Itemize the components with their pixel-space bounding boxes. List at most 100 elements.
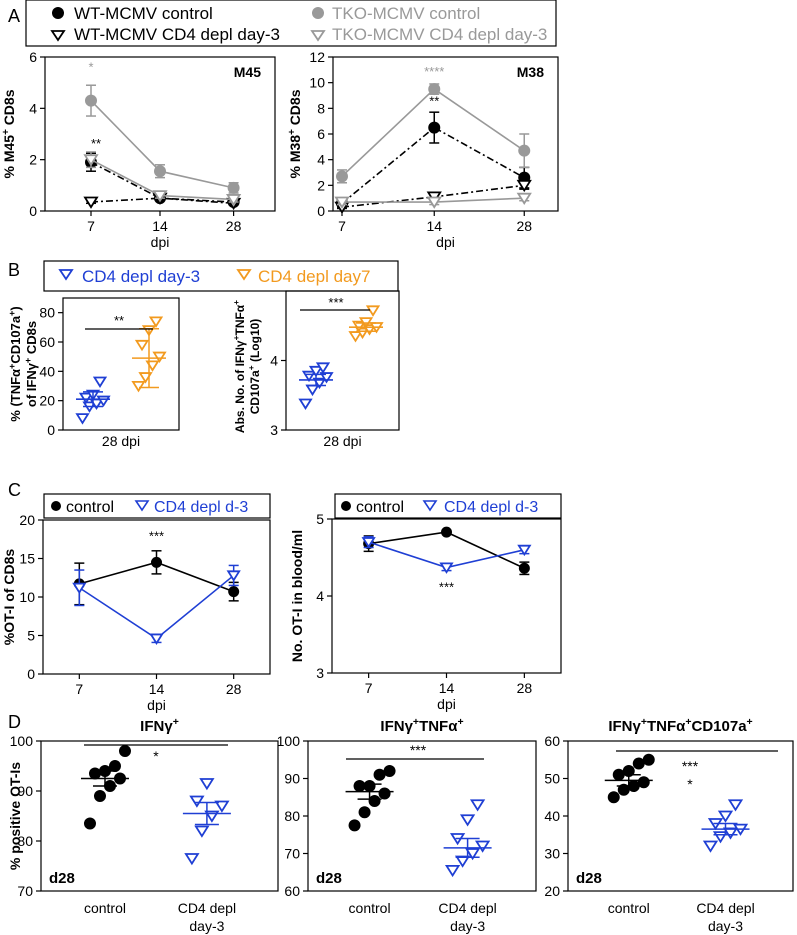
data-point bbox=[83, 817, 96, 830]
legend-a-box bbox=[25, 0, 557, 47]
x-tick-label: 14 bbox=[439, 680, 455, 696]
data-point bbox=[305, 384, 320, 397]
legend-c-right-label-control: control bbox=[356, 499, 404, 516]
chart-B1: 0 20 40 60 80 ** 28 dpi % (TNFα+CD107a+)of IFNγ… bbox=[7, 297, 180, 449]
data-point bbox=[152, 190, 168, 203]
y-axis-label: % M45+ CD8s bbox=[1, 89, 18, 178]
data-point bbox=[131, 380, 146, 393]
legend-c-right: control CD4 depl d-3 bbox=[334, 493, 562, 519]
x-axis-label: dpi bbox=[436, 234, 455, 250]
A1-ytick-label: 4 bbox=[29, 100, 37, 116]
panel-label-b: B bbox=[8, 260, 20, 280]
data-point bbox=[368, 795, 381, 807]
data-point bbox=[428, 121, 441, 134]
C1-ytick-label: 5 bbox=[27, 628, 35, 644]
A1-ytick-label: 0 bbox=[29, 203, 37, 219]
panel-label-a: A bbox=[8, 6, 20, 26]
data-point bbox=[717, 810, 734, 823]
data-point bbox=[378, 787, 391, 800]
sig-annotation: *** bbox=[328, 295, 343, 310]
data-point bbox=[428, 83, 441, 96]
chart-title: IFNγ+TNFα+ bbox=[380, 716, 463, 735]
legend-c-left-marker-control bbox=[51, 501, 61, 511]
B1-ytick-label: 20 bbox=[39, 393, 55, 409]
data-point bbox=[642, 753, 655, 766]
legend-label-wt-depl: WT-MCMV CD4 depl day-3 bbox=[74, 25, 280, 44]
data-point bbox=[474, 840, 491, 853]
y-axis-label-line1: % (TNFα+CD107a+) bbox=[7, 306, 23, 421]
x-tick-label-line2: day-3 bbox=[708, 918, 743, 934]
data-point bbox=[334, 196, 350, 209]
A2-ytick-label: 12 bbox=[309, 49, 325, 65]
data-point bbox=[516, 192, 532, 205]
data-point bbox=[712, 831, 729, 844]
B1-ytick-label: 80 bbox=[39, 305, 55, 321]
data-point bbox=[365, 305, 381, 317]
plot-frame bbox=[285, 290, 400, 431]
legend-c-left-label-control: control bbox=[66, 499, 114, 516]
sig-annotation: * bbox=[88, 60, 93, 75]
x-tick-label: CD4 depl bbox=[696, 900, 754, 916]
x-tick-label: 28 bbox=[226, 681, 242, 697]
plot-frame bbox=[567, 740, 794, 892]
data-point bbox=[459, 814, 476, 827]
sig-annotation: **** bbox=[424, 64, 444, 79]
legend-b-box bbox=[43, 260, 399, 292]
data-point bbox=[469, 799, 486, 812]
legend-c-left-box bbox=[43, 493, 271, 519]
data-point bbox=[148, 316, 164, 328]
data-point bbox=[373, 768, 386, 781]
legend-label-wt-control: WT-MCMV control bbox=[74, 4, 213, 23]
data-point bbox=[632, 757, 645, 770]
B2-ytick-label: 3 bbox=[270, 422, 278, 438]
B1-ytick-label: 0 bbox=[47, 422, 55, 438]
data-point bbox=[228, 586, 240, 598]
x-tick-label: 28 bbox=[516, 218, 532, 234]
chart-C2: 3 4 5 7 14 28 dpi *** No. OT-I in blood/ml bbox=[289, 511, 562, 712]
x-tick-label-line2: day-3 bbox=[450, 918, 485, 934]
sig-annotation: ** bbox=[91, 136, 101, 151]
x-tick-label: 7 bbox=[87, 218, 95, 234]
data-point bbox=[727, 799, 744, 812]
data-point bbox=[301, 370, 317, 383]
corner-label: d28 bbox=[576, 870, 602, 887]
data-point bbox=[184, 853, 200, 866]
data-point bbox=[517, 544, 532, 557]
D2-ytick-label: 100 bbox=[277, 733, 301, 749]
panel-label-c: C bbox=[8, 480, 21, 500]
plot-frame bbox=[44, 56, 276, 212]
C1-ytick-label: 15 bbox=[19, 551, 35, 567]
sig-annotation: ** bbox=[429, 94, 439, 109]
data-point bbox=[226, 570, 241, 582]
data-point bbox=[194, 825, 210, 838]
data-point bbox=[361, 537, 376, 549]
data-point bbox=[83, 154, 99, 167]
data-point bbox=[518, 562, 530, 574]
A2-ytick-label: 4 bbox=[317, 152, 325, 168]
B2-ytick-label: 4 bbox=[270, 353, 278, 369]
D1-ytick-label: 70 bbox=[17, 883, 33, 899]
data-point bbox=[85, 94, 97, 107]
x-tick-label: control bbox=[349, 900, 391, 916]
legend-marker-tko-depl bbox=[310, 30, 326, 42]
y-axis-label-line1: Abs. No. of IFNγ+TNFα+ bbox=[231, 300, 247, 433]
data-point bbox=[336, 170, 348, 183]
data-point bbox=[348, 331, 363, 343]
data-point bbox=[518, 144, 531, 157]
legend-label-tko-control: TKO-MCMV control bbox=[332, 4, 480, 23]
chart-title: M38 bbox=[517, 64, 544, 80]
data-point bbox=[134, 339, 150, 352]
x-tick-label: 7 bbox=[75, 681, 83, 697]
data-point bbox=[464, 848, 481, 861]
legend-c-right-label-depl: CD4 depl d-3 bbox=[444, 499, 538, 516]
data-point bbox=[83, 196, 99, 209]
C1-ytick-label: 10 bbox=[19, 589, 35, 605]
data-point bbox=[607, 791, 620, 804]
A1-ytick-label: 6 bbox=[29, 49, 37, 65]
D3-ytick-label: 40 bbox=[544, 808, 560, 824]
data-point bbox=[516, 179, 532, 193]
data-point bbox=[298, 398, 313, 410]
x-tick-label: CD4 depl bbox=[438, 900, 496, 916]
